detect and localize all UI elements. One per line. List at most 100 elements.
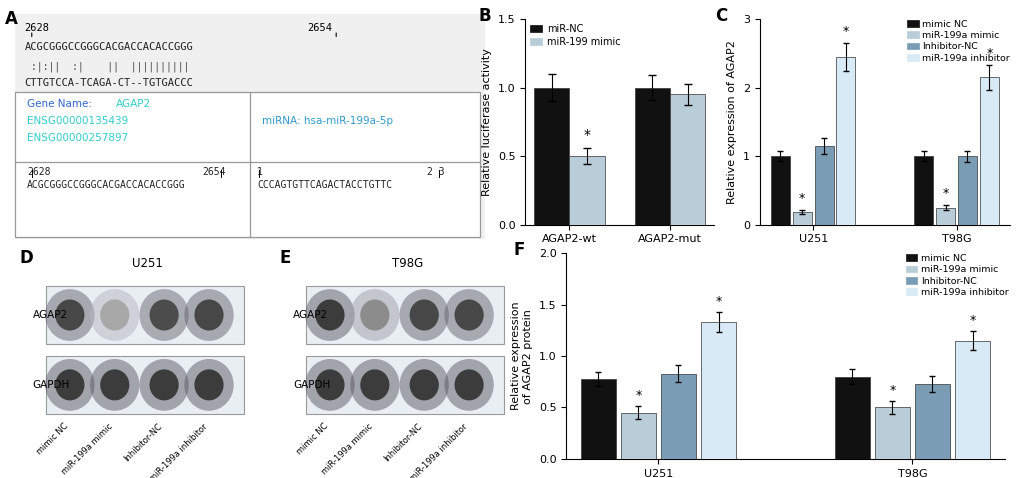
Text: 2628: 2628 [26, 167, 50, 177]
Bar [533, 87, 569, 225]
Y-axis label: Relative luciferase activity: Relative luciferase activity [482, 48, 492, 196]
Bar [835, 377, 869, 459]
Ellipse shape [184, 359, 233, 411]
Text: *: * [842, 25, 848, 38]
Ellipse shape [360, 299, 389, 331]
Text: GAPDH: GAPDH [33, 380, 70, 390]
Ellipse shape [90, 289, 140, 341]
Bar [700, 322, 735, 459]
Ellipse shape [454, 299, 483, 331]
Text: ACGCGGGCCGGGCACGACCACACCGGG: ACGCGGGCCGGGCACGACCACACCGGG [24, 42, 194, 52]
Ellipse shape [350, 289, 399, 341]
Ellipse shape [55, 299, 85, 331]
Text: *: * [798, 193, 805, 206]
Text: *: * [714, 295, 721, 308]
Ellipse shape [454, 369, 483, 401]
Text: Inhibitor-NC: Inhibitor-NC [382, 422, 424, 464]
Bar [634, 87, 669, 225]
Bar [660, 374, 695, 459]
Text: AGAP2: AGAP2 [115, 99, 151, 109]
Ellipse shape [150, 299, 178, 331]
Bar [306, 356, 503, 413]
Bar [306, 286, 503, 344]
FancyBboxPatch shape [15, 92, 480, 237]
Text: ACGCGGGCCGGGCACGACCACACCGGG: ACGCGGGCCGGGCACGACCACACCGGG [26, 181, 185, 191]
Ellipse shape [444, 359, 493, 411]
Ellipse shape [184, 289, 233, 341]
Text: ENSG00000257897: ENSG00000257897 [26, 133, 128, 143]
Bar [669, 95, 705, 225]
Text: miRNA: hsa-miR-199a-5p: miRNA: hsa-miR-199a-5p [262, 116, 392, 126]
Legend: mimic NC, miR-199a mimic, Inhibitor-NC, miR-199a inhibitor: mimic NC, miR-199a mimic, Inhibitor-NC, … [905, 254, 1008, 297]
Ellipse shape [399, 359, 448, 411]
Text: Inhibitor-NC: Inhibitor-NC [122, 422, 164, 464]
Ellipse shape [55, 369, 85, 401]
Text: C: C [714, 7, 727, 25]
Text: AGAP2: AGAP2 [33, 310, 68, 320]
Text: CCCAGTGTTCAGACTACCTGTTC: CCCAGTGTTCAGACTACCTGTTC [257, 181, 392, 191]
Text: *: * [583, 129, 590, 142]
Text: Gene Name:: Gene Name: [26, 99, 92, 109]
Text: 2654: 2654 [307, 23, 332, 33]
Text: GAPDH: GAPDH [292, 380, 330, 390]
Text: mimic NC: mimic NC [294, 422, 330, 457]
Ellipse shape [350, 359, 399, 411]
Text: CTTGTCCA-TCAGA-CT--TGTGACCC: CTTGTCCA-TCAGA-CT--TGTGACCC [24, 78, 194, 88]
Legend: mimic NC, miR-199a mimic, Inhibitor-NC, miR-199a inhibitor: mimic NC, miR-199a mimic, Inhibitor-NC, … [906, 20, 1009, 63]
Ellipse shape [195, 369, 223, 401]
Text: miR-199a inhibitor: miR-199a inhibitor [408, 422, 469, 478]
Ellipse shape [360, 369, 389, 401]
Bar [957, 156, 976, 225]
Text: *: * [942, 187, 948, 200]
Y-axis label: Relative expression
of AGAP2 protein: Relative expression of AGAP2 protein [511, 302, 533, 411]
Ellipse shape [315, 299, 344, 331]
Bar [569, 156, 604, 225]
Text: *: * [635, 390, 641, 402]
Legend: miR-NC, miR-199 mimic: miR-NC, miR-199 mimic [530, 24, 620, 47]
Text: :|:||  :|    ||  ||||||||||: :|:|| :| || |||||||||| [24, 61, 189, 72]
Ellipse shape [140, 359, 189, 411]
Ellipse shape [45, 359, 95, 411]
Text: U251: U251 [131, 258, 163, 271]
Bar [621, 413, 655, 459]
Text: *: * [889, 384, 895, 397]
Ellipse shape [90, 359, 140, 411]
Text: AGAP2: AGAP2 [292, 310, 328, 320]
Bar [874, 407, 909, 459]
Ellipse shape [305, 359, 355, 411]
Text: miR-199a inhibitor: miR-199a inhibitor [148, 422, 209, 478]
Ellipse shape [315, 369, 344, 401]
Text: ENSG00000135439: ENSG00000135439 [26, 116, 128, 126]
Ellipse shape [410, 369, 438, 401]
Ellipse shape [100, 299, 129, 331]
Ellipse shape [100, 369, 129, 401]
Ellipse shape [399, 289, 448, 341]
Text: 2628: 2628 [24, 23, 50, 33]
Text: 2 3: 2 3 [427, 167, 444, 177]
Text: E: E [279, 249, 290, 267]
Bar [770, 156, 789, 225]
FancyBboxPatch shape [15, 14, 484, 239]
Text: mimic NC: mimic NC [35, 422, 69, 457]
Ellipse shape [195, 299, 223, 331]
Text: miR-199a mimic: miR-199a mimic [320, 422, 375, 477]
Ellipse shape [305, 289, 355, 341]
Text: 2654: 2654 [202, 167, 225, 177]
Bar [792, 212, 811, 225]
Bar [46, 356, 244, 413]
Text: D: D [19, 249, 33, 267]
Bar [814, 146, 833, 225]
Bar [580, 379, 615, 459]
Text: T98G: T98G [391, 258, 423, 271]
Bar [979, 77, 998, 225]
Ellipse shape [410, 299, 438, 331]
Y-axis label: Relative expression of AGAP2: Relative expression of AGAP2 [727, 40, 737, 204]
Bar [913, 156, 932, 225]
Ellipse shape [45, 289, 95, 341]
Ellipse shape [150, 369, 178, 401]
Ellipse shape [444, 289, 493, 341]
Text: *: * [968, 315, 975, 327]
Bar [935, 207, 954, 225]
Text: A: A [5, 10, 18, 28]
Bar [954, 341, 989, 459]
